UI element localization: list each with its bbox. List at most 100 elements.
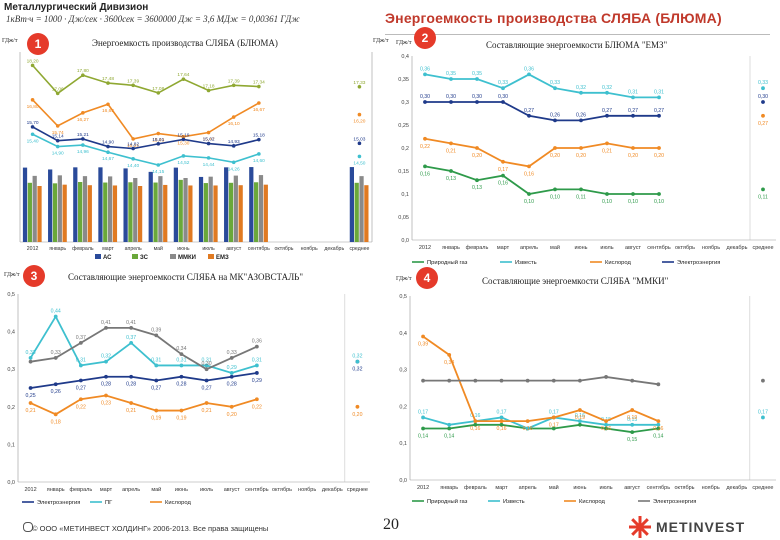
p2-series-line bbox=[425, 101, 659, 122]
p2-data-label: 0,16 bbox=[420, 171, 430, 177]
p1-x-tick: май bbox=[154, 245, 163, 252]
p1-data-label: 14,93 bbox=[228, 139, 240, 145]
p2-data-label: 0,30 bbox=[498, 94, 508, 100]
p1-point bbox=[231, 83, 236, 88]
p1-data-label: 15,40 bbox=[27, 138, 39, 144]
p4-data-label: 0,34 bbox=[444, 360, 454, 366]
p1-data-label: 16,67 bbox=[253, 107, 265, 113]
panel-4-badge: 4 bbox=[416, 267, 438, 289]
p2-point bbox=[631, 146, 635, 150]
p3-x-tick: декабрь bbox=[322, 487, 343, 493]
p1-legend-swatch bbox=[95, 254, 101, 259]
p3-point bbox=[78, 340, 83, 345]
p4-point bbox=[421, 334, 425, 339]
p2-point bbox=[475, 146, 479, 150]
p2-x-tick: май bbox=[550, 244, 560, 251]
p1-point bbox=[206, 156, 211, 160]
p1-bar bbox=[87, 185, 92, 242]
p2-data-label: 0,35 bbox=[472, 71, 482, 77]
p2-data-label: 0,20 bbox=[628, 153, 638, 159]
p3-point bbox=[78, 378, 83, 383]
p1-bar bbox=[22, 167, 28, 242]
p2-data-label: 0,20 bbox=[654, 153, 664, 159]
p1-point bbox=[231, 144, 236, 148]
p4-y-tick: 0,3 bbox=[399, 368, 407, 374]
p3-point bbox=[53, 412, 58, 417]
p4-point bbox=[656, 426, 661, 431]
p1-data-label: 15,02 bbox=[203, 137, 215, 143]
p1-bar bbox=[224, 167, 229, 242]
p2-data-label: 0,31 bbox=[654, 89, 664, 95]
p2-data-label: 0,16 bbox=[524, 171, 534, 177]
p1-bar bbox=[354, 182, 359, 242]
p4-y-tick: 0,5 bbox=[399, 294, 407, 300]
p4-x-tick: октябрь bbox=[674, 485, 694, 491]
p1-point bbox=[206, 130, 211, 135]
p2-data-label: 0,32 bbox=[602, 85, 612, 91]
p3-point bbox=[28, 359, 33, 364]
p4-point bbox=[630, 408, 635, 412]
p3-data-label: 0,23 bbox=[101, 401, 111, 407]
p3-point bbox=[229, 371, 234, 375]
p1-point bbox=[55, 124, 60, 128]
p3-x-tick: июль bbox=[200, 487, 213, 493]
p3-data-label: 0,31 bbox=[176, 357, 186, 363]
p2-point bbox=[475, 178, 479, 183]
p2-data-label: 0,26 bbox=[576, 112, 586, 118]
p2-y-tick: 0,2 bbox=[401, 146, 409, 152]
p4-point bbox=[499, 419, 504, 424]
p2-y-tick: 0,35 bbox=[398, 77, 409, 83]
p1-data-label: 15,74 bbox=[52, 130, 64, 136]
p2-point bbox=[631, 95, 635, 100]
p4-point bbox=[604, 422, 608, 427]
p4-data-label: 0,17 bbox=[549, 409, 559, 415]
p3-data-label: 0,28 bbox=[176, 382, 186, 388]
p3-point bbox=[129, 374, 134, 379]
p1-bar bbox=[213, 185, 218, 242]
p3-point bbox=[204, 367, 209, 372]
p1-x-tick: среднее bbox=[349, 246, 369, 252]
p1-data-label: 15,14 bbox=[52, 134, 64, 140]
p2-point bbox=[527, 164, 531, 169]
p2-data-label: 0,10 bbox=[524, 199, 534, 205]
p3-data-label: 0,39 bbox=[151, 327, 161, 333]
p1-bar bbox=[128, 182, 133, 242]
p2-point bbox=[631, 192, 635, 196]
p2-data-label: 0,30 bbox=[420, 94, 430, 100]
p2-point bbox=[527, 192, 531, 196]
p4-x-tick: 2012 bbox=[417, 485, 429, 491]
p3-data-label: 0,30 bbox=[202, 361, 212, 367]
p2-x-tick: июль bbox=[600, 245, 613, 251]
p1-bar bbox=[148, 171, 153, 242]
p2-point bbox=[605, 192, 609, 196]
p4-data-label: 0,17 bbox=[758, 409, 768, 415]
panel-4-chart: 0,0 0,1 0,2 0,3 0,4 0,5 2012 январь февраль март а… bbox=[399, 294, 776, 505]
p3-series-line bbox=[30, 372, 257, 389]
p2-data-label: 0,13 bbox=[446, 176, 456, 182]
p1-data-label: 14,60 bbox=[253, 158, 265, 164]
p2-series-line bbox=[424, 137, 659, 168]
p4-x-tick: июнь bbox=[573, 485, 586, 491]
p4-data-label: 0,17 bbox=[549, 422, 559, 428]
p1-bar bbox=[188, 185, 193, 242]
p3-point bbox=[254, 397, 259, 402]
p1-legend-label: ЕМЗ bbox=[216, 255, 229, 261]
p4-point bbox=[578, 408, 582, 412]
p2-x-tick: сентябрь bbox=[647, 245, 671, 251]
p2-x-tick: ноябрь bbox=[702, 245, 720, 251]
p4-point bbox=[421, 378, 425, 383]
p4-point bbox=[656, 419, 661, 424]
p4-x-tick: январь bbox=[440, 485, 458, 491]
p3-y-tick: 0,3 bbox=[7, 367, 15, 373]
p2-point bbox=[605, 113, 609, 118]
p2-data-label: 0,27 bbox=[758, 121, 768, 127]
p3-data-label: 0,27 bbox=[202, 385, 212, 391]
p3-data-label: 0,21 bbox=[202, 408, 212, 414]
p1-data-label: 17,39 bbox=[127, 78, 139, 84]
p3-point bbox=[154, 408, 159, 413]
p3-data-label: 0,20 bbox=[227, 412, 237, 418]
p1-data-label: 17,48 bbox=[102, 76, 114, 82]
p2-point bbox=[657, 192, 661, 196]
p4-legend-label: Известь bbox=[503, 499, 525, 505]
p3-x-tick: январь bbox=[47, 487, 65, 493]
